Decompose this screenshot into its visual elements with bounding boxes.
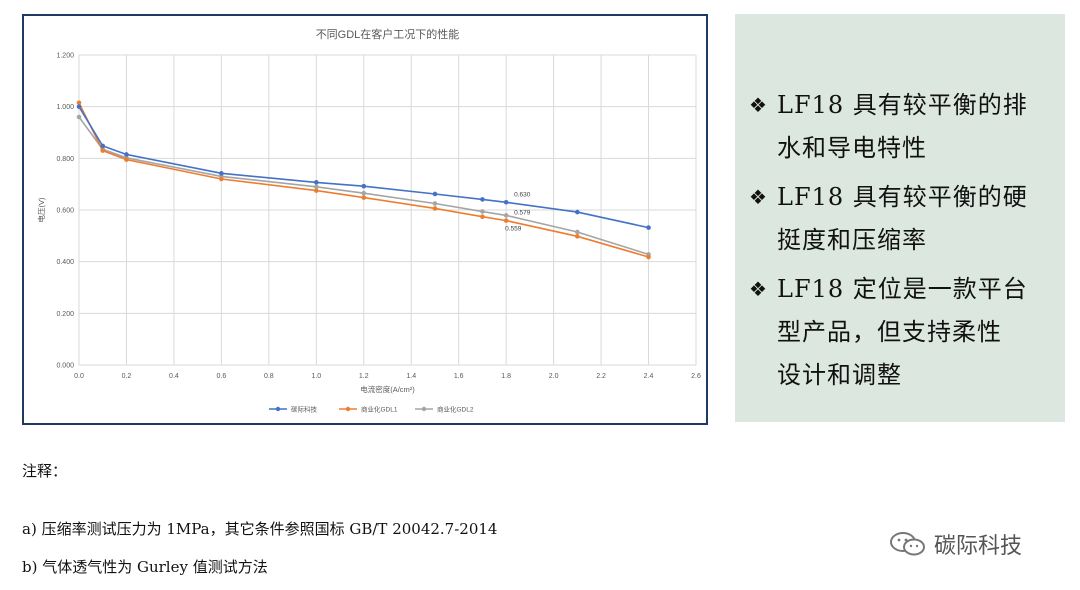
- y-tick-label: 1.200: [56, 53, 74, 60]
- data-point: [314, 180, 319, 185]
- data-point: [432, 206, 438, 211]
- x-tick-label: 2.0: [549, 373, 559, 380]
- data-point: [432, 191, 438, 197]
- x-tick-label: 0.8: [264, 373, 274, 380]
- x-tick-label: 1.8: [501, 373, 511, 380]
- data-point: [432, 201, 438, 206]
- diamond-bullet-icon: ❖: [749, 277, 768, 301]
- legend-label: 商业化GDL1: [361, 405, 398, 414]
- data-point: [646, 225, 651, 230]
- x-tick-label: 0.4: [169, 373, 179, 380]
- data-point: [480, 214, 485, 220]
- chart-frame: 不同GDL在客户工况下的性能 0.0 0.2 0.4 0.6 0.8 1.0 1.2 1.4 1.…: [22, 14, 708, 425]
- legend-label: 碳际科技: [291, 405, 318, 414]
- x-tick-label: 0.0: [74, 373, 84, 380]
- line-chart: 不同GDL在客户工况下的性能 0.0 0.2 0.4 0.6 0.8 1.0 1.2 1.4 1.…: [36, 27, 701, 414]
- bullet-line: LF18 具有较平衡的硬: [777, 183, 1028, 211]
- watermark: 碳际科技: [888, 528, 1022, 560]
- data-point: [361, 190, 367, 196]
- data-point: [219, 176, 224, 182]
- bullet-item: ❖ LF18 具有较平衡的硬 挺度和压缩率: [749, 176, 1055, 262]
- x-tick-label: 2.2: [596, 373, 606, 380]
- data-point: [361, 183, 367, 189]
- data-point: [100, 148, 106, 153]
- data-point: [503, 218, 509, 223]
- y-tick-label: 0.200: [56, 311, 74, 318]
- x-tick-label: 2.6: [691, 373, 701, 380]
- data-point: [76, 100, 82, 106]
- legend-marker: [421, 406, 427, 412]
- x-tick-label: 1.4: [406, 373, 416, 380]
- watermark-text: 碳际科技: [934, 534, 1023, 559]
- data-point: [124, 152, 129, 157]
- y-tick-label: 0.600: [56, 208, 74, 215]
- bullet-line: 型产品，但支持柔性: [777, 318, 1002, 346]
- x-tick-label: 0.2: [122, 373, 132, 380]
- legend-marker: [345, 406, 351, 412]
- data-point: [575, 234, 580, 239]
- data-point: [361, 195, 367, 200]
- data-label: 0.559: [505, 226, 522, 233]
- x-tick-label: 0.6: [217, 373, 227, 380]
- bullet-line: 设计和调整: [777, 361, 902, 389]
- note-line: b) 气体透气性为 Gurley 值测试方法: [22, 558, 268, 576]
- bullet-line: 水和导电特性: [777, 134, 927, 162]
- data-point: [646, 254, 651, 260]
- notes-title: 注释：: [22, 462, 68, 480]
- bullet-item: ❖ LF18 具有较平衡的排 水和导电特性: [749, 84, 1055, 170]
- x-axis-label: 电流密度(A/cm²): [360, 384, 415, 394]
- data-point: [575, 209, 580, 215]
- data-label: 0.579: [514, 209, 531, 216]
- y-tick-label: 1.000: [56, 104, 74, 111]
- x-tick-label: 2.4: [644, 373, 654, 380]
- data-point: [480, 209, 485, 214]
- x-tick-label: 1.0: [311, 373, 321, 380]
- data-point: [503, 213, 509, 218]
- chart-title: 不同GDL在客户工况下的性能: [316, 27, 460, 41]
- data-point: [124, 157, 129, 162]
- data-point: [503, 199, 509, 205]
- data-point: [100, 143, 106, 149]
- legend-label: 商业化GDL2: [437, 405, 474, 414]
- diamond-bullet-icon: ❖: [749, 93, 768, 117]
- data-point: [575, 229, 580, 235]
- legend-marker: [275, 406, 281, 412]
- data-point: [480, 197, 485, 202]
- bullet-panel: ❖ LF18 具有较平衡的排 水和导电特性 ❖ LF18 具有较平衡的硬 挺度和…: [735, 14, 1065, 422]
- wechat-icon: [890, 532, 925, 556]
- data-point: [76, 114, 82, 120]
- bullet-item: ❖ LF18 定位是一款平台 型产品，但支持柔性 设计和调整: [749, 268, 1055, 397]
- data-point: [314, 184, 319, 190]
- bullet-line: 挺度和压缩率: [777, 226, 927, 254]
- y-tick-label: 0.000: [56, 363, 74, 370]
- data-point: [219, 171, 224, 176]
- data-point: [76, 104, 82, 109]
- y-axis-label: 电压(V): [36, 197, 46, 222]
- data-point: [314, 188, 319, 193]
- y-tick-label: 0.800: [56, 156, 74, 163]
- note-line: a) 压缩率测试压力为 1MPa，其它条件参照国标 GB/T 20042.7-2…: [22, 520, 498, 538]
- x-tick-label: 1.6: [454, 373, 464, 380]
- data-label: 0.630: [514, 191, 531, 198]
- y-tick-label: 0.400: [56, 259, 74, 266]
- bullet-line: LF18 具有较平衡的排: [777, 91, 1028, 119]
- x-tick-label: 1.2: [359, 373, 369, 380]
- bullet-line: LF18 定位是一款平台: [777, 275, 1028, 303]
- diamond-bullet-icon: ❖: [749, 185, 768, 209]
